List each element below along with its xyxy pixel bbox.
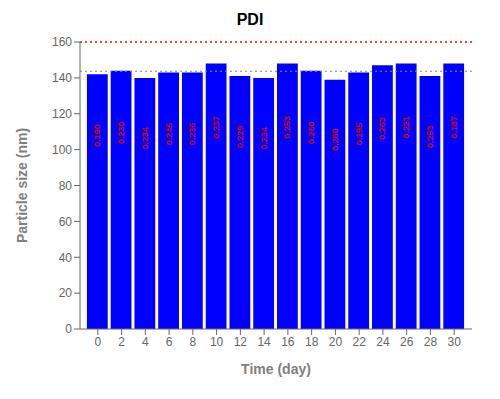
svg-text:0.236: 0.236 — [187, 123, 197, 146]
html-text:PDI: PDI — [236, 11, 264, 28]
svg-text:100: 100 — [52, 143, 72, 157]
svg-text:12: 12 — [234, 335, 248, 349]
svg-text:0.253: 0.253 — [282, 116, 292, 139]
svg-text:0.253: 0.253 — [425, 126, 435, 149]
svg-text:0.234: 0.234 — [140, 127, 150, 150]
svg-text:20: 20 — [329, 335, 343, 349]
svg-text:4: 4 — [142, 335, 149, 349]
svg-text:6: 6 — [166, 335, 173, 349]
svg-text:26: 26 — [400, 335, 414, 349]
svg-text:0: 0 — [65, 322, 72, 336]
svg-text:Time (day): Time (day) — [241, 361, 311, 377]
svg-text:0.234: 0.234 — [259, 127, 269, 150]
svg-text:60: 60 — [59, 215, 73, 229]
svg-text:20: 20 — [59, 286, 73, 300]
svg-text:0.195: 0.195 — [354, 123, 364, 146]
svg-text:160: 160 — [52, 35, 72, 49]
svg-text:0.260: 0.260 — [330, 128, 340, 151]
svg-text:18: 18 — [305, 335, 319, 349]
svg-text:22: 22 — [352, 335, 366, 349]
svg-text:0: 0 — [94, 335, 101, 349]
svg-text:0.230: 0.230 — [116, 121, 126, 144]
svg-text:Particle size (nm): Particle size (nm) — [14, 128, 30, 243]
svg-text:0.190: 0.190 — [92, 124, 102, 147]
svg-text:0.237: 0.237 — [211, 116, 221, 139]
svg-text:2: 2 — [118, 335, 125, 349]
svg-text:0.229: 0.229 — [235, 126, 245, 149]
svg-text:0.263: 0.263 — [377, 117, 387, 140]
svg-text:30: 30 — [448, 335, 462, 349]
svg-text:80: 80 — [59, 179, 73, 193]
svg-text:40: 40 — [59, 251, 73, 265]
svg-text:14: 14 — [257, 335, 271, 349]
svg-text:0.245: 0.245 — [164, 123, 174, 146]
svg-text:10: 10 — [210, 335, 224, 349]
svg-text:140: 140 — [52, 71, 72, 85]
svg-text:120: 120 — [52, 107, 72, 121]
svg-text:0.260: 0.260 — [306, 121, 316, 144]
svg-text:0.221: 0.221 — [401, 116, 411, 139]
svg-text:0.187: 0.187 — [449, 116, 459, 139]
svg-text:16: 16 — [281, 335, 295, 349]
svg-text:24: 24 — [376, 335, 390, 349]
svg-text:28: 28 — [424, 335, 438, 349]
svg-text:8: 8 — [190, 335, 197, 349]
